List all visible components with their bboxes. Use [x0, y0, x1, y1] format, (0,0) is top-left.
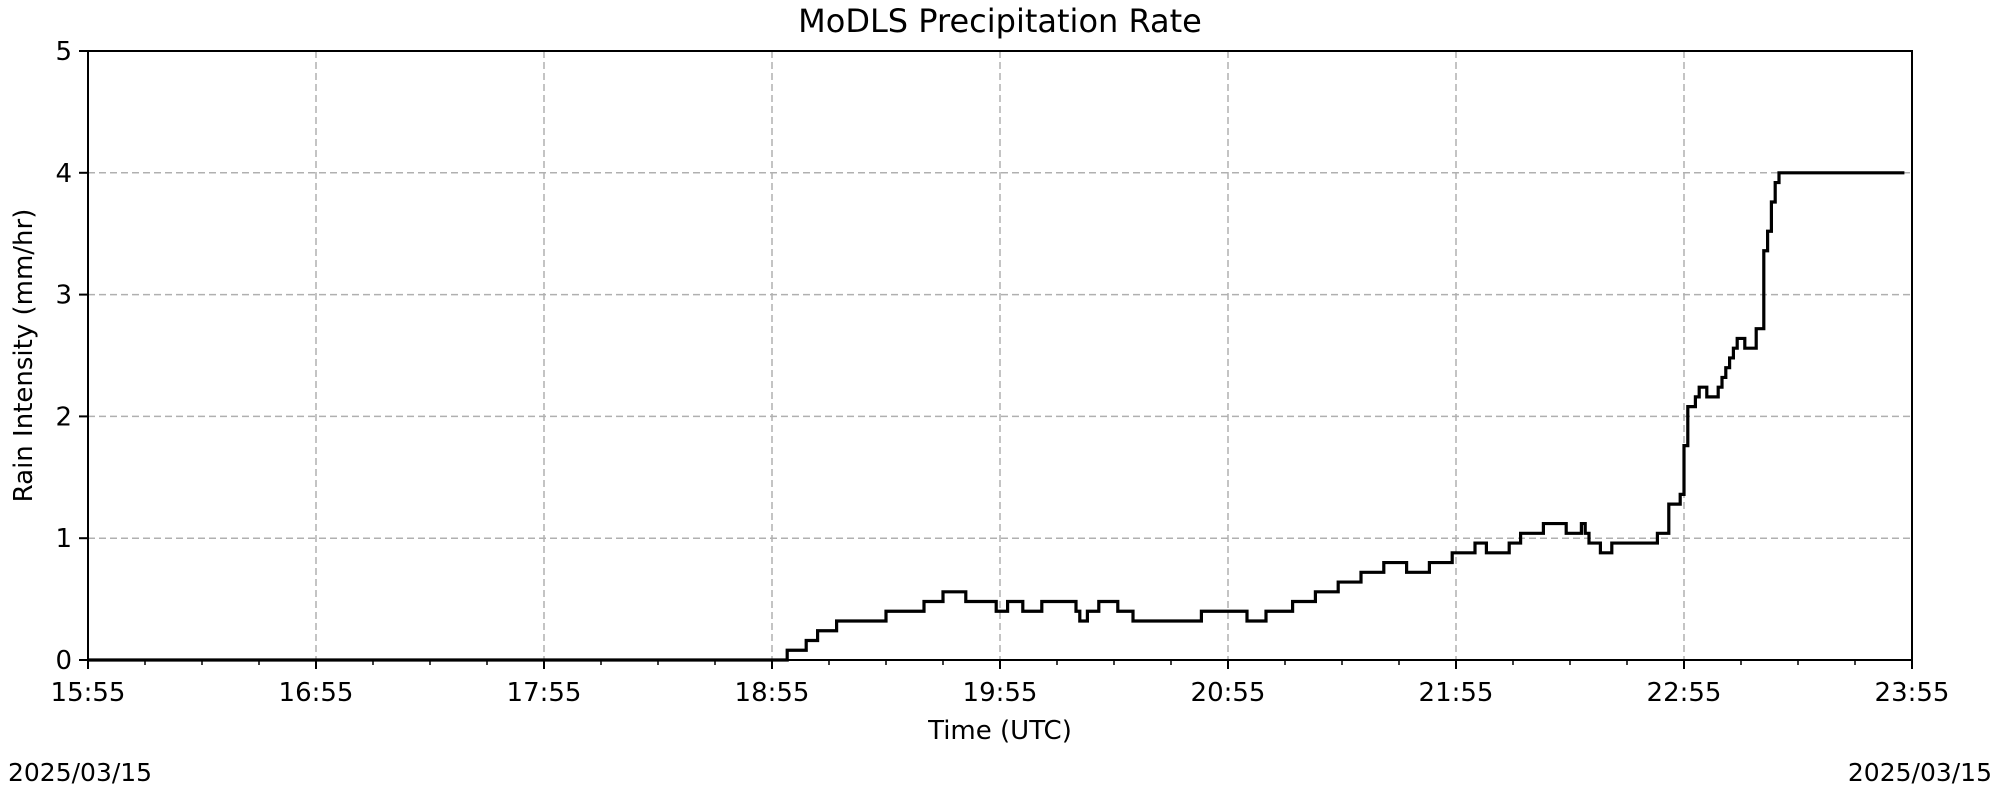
x-axis-label: Time (UTC): [927, 716, 1072, 746]
x-tick-label: 17:55: [507, 678, 582, 708]
x-tick-label: 18:55: [735, 678, 810, 708]
y-tick-label: 3: [55, 281, 72, 311]
y-axis-ticks: 0 1 2 3 4 5: [55, 37, 88, 676]
series-group: [88, 171, 1905, 662]
y-axis-label: Rain Intensity (mm/hr): [9, 209, 39, 503]
date-right: 2025/03/15: [1847, 758, 1992, 787]
x-tick-label: 22:55: [1647, 678, 1722, 708]
y-tick-label: 1: [55, 524, 72, 554]
plot-frame: [87, 50, 1913, 661]
x-tick-label: 20:55: [1191, 678, 1266, 708]
y-tick-label: 5: [55, 37, 72, 67]
x-tick-label: 23:55: [1875, 678, 1950, 708]
date-left: 2025/03/15: [8, 758, 153, 787]
x-tick-label: 19:55: [963, 678, 1038, 708]
y-tick-label: 4: [55, 159, 72, 189]
x-tick-label: 16:55: [279, 678, 354, 708]
grid: [87, 51, 1913, 660]
x-axis-ticks: 15:55 16:55 17:55 18:55 19:55 20:55 21:55 22:55…: [51, 660, 1950, 708]
x-tick-label: 15:55: [51, 678, 126, 708]
x-tick-label: 21:55: [1419, 678, 1494, 708]
y-tick-label: 2: [55, 402, 72, 432]
chart-title: MoDLS Precipitation Rate: [798, 2, 1202, 40]
y-tick-label: 0: [55, 646, 72, 676]
series-line: [88, 171, 1905, 662]
